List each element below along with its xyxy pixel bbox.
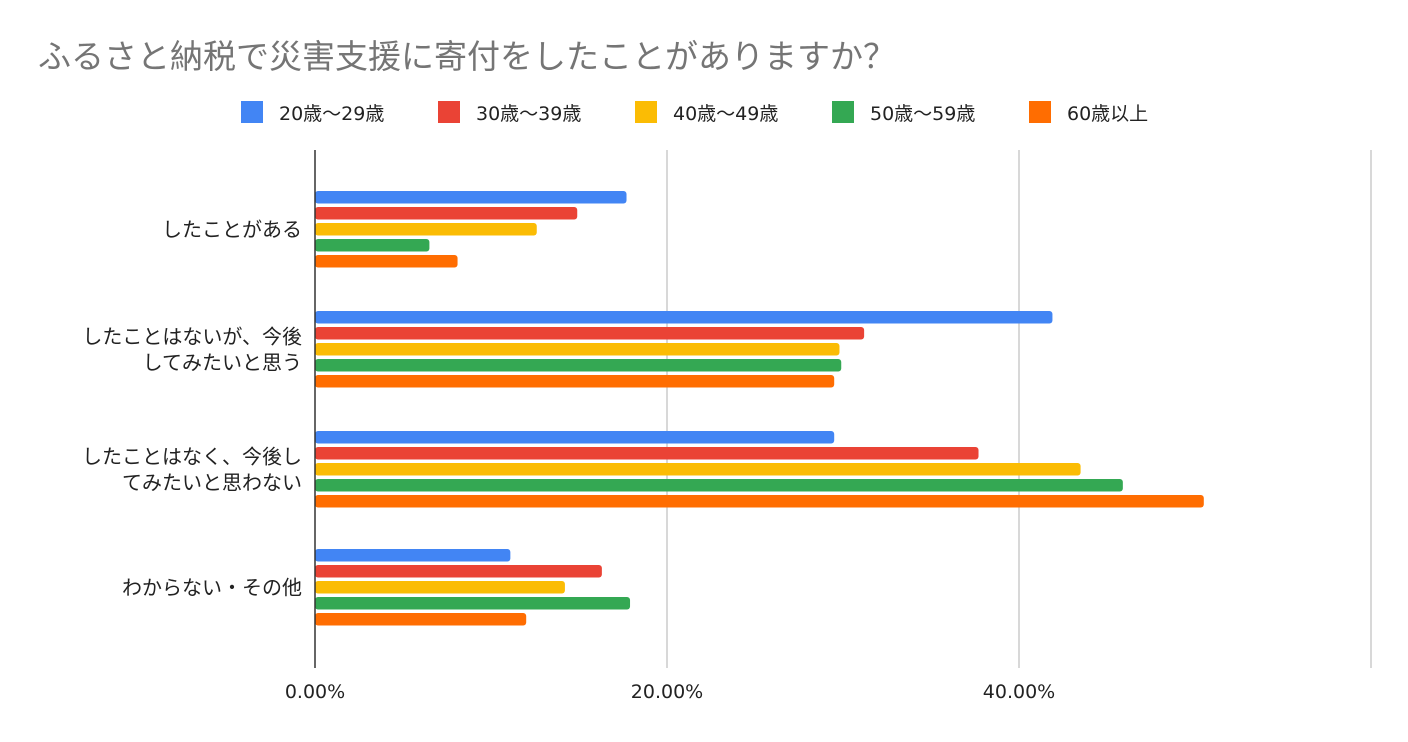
category-label: てみたいと思わない — [122, 470, 302, 494]
bar — [315, 191, 627, 204]
chart-title: ふるさと納税で災害支援に寄付をしたことがありますか？ — [38, 37, 896, 76]
bar — [315, 565, 602, 578]
legend-swatch — [241, 101, 263, 123]
bars — [315, 191, 1204, 626]
bar — [315, 613, 527, 626]
legend-label: 50歳〜59歳 — [870, 103, 975, 125]
x-tick-label: 0.00% — [285, 681, 345, 703]
bar — [315, 479, 1123, 492]
legend-swatch — [635, 101, 657, 123]
bar — [315, 447, 979, 460]
legend-label: 20歳〜29歳 — [279, 103, 384, 125]
legend-label: 60歳以上 — [1067, 103, 1148, 125]
bar — [315, 223, 537, 236]
bar — [315, 431, 835, 444]
bar — [315, 327, 865, 340]
legend: 20歳〜29歳 30歳〜39歳 40歳〜49歳 50歳〜59歳 60歳以上 — [241, 101, 1148, 125]
bar — [315, 311, 1053, 324]
bar — [315, 255, 458, 268]
bar — [315, 239, 430, 252]
bar — [315, 581, 565, 594]
bar — [315, 207, 578, 220]
bar — [315, 359, 842, 372]
bar — [315, 549, 511, 562]
x-tick-labels: 0.00% 20.00% 40.00% — [285, 681, 1055, 703]
legend-label: 30歳〜39歳 — [476, 103, 581, 125]
x-tick-label: 40.00% — [983, 681, 1055, 703]
category-label: したことがある — [162, 217, 302, 241]
bar — [315, 375, 835, 388]
bar — [315, 495, 1204, 508]
legend-swatch — [1029, 101, 1051, 123]
legend-swatch — [832, 101, 854, 123]
legend-swatch — [438, 101, 460, 123]
bar — [315, 343, 840, 356]
bar — [315, 597, 631, 610]
category-label: わからない・その他 — [122, 575, 302, 599]
category-label: してみたいと思う — [143, 350, 302, 374]
category-label: したことはないが、今後 — [82, 324, 302, 348]
gridlines — [666, 150, 1372, 668]
category-labels: したことがあるしたことはないが、今後してみたいと思うしたことはなく、今後してみた… — [82, 217, 302, 599]
x-tick-label: 20.00% — [631, 681, 703, 703]
legend-label: 40歳〜49歳 — [673, 103, 778, 125]
category-label: したことはなく、今後し — [82, 444, 302, 468]
bar — [315, 463, 1081, 476]
